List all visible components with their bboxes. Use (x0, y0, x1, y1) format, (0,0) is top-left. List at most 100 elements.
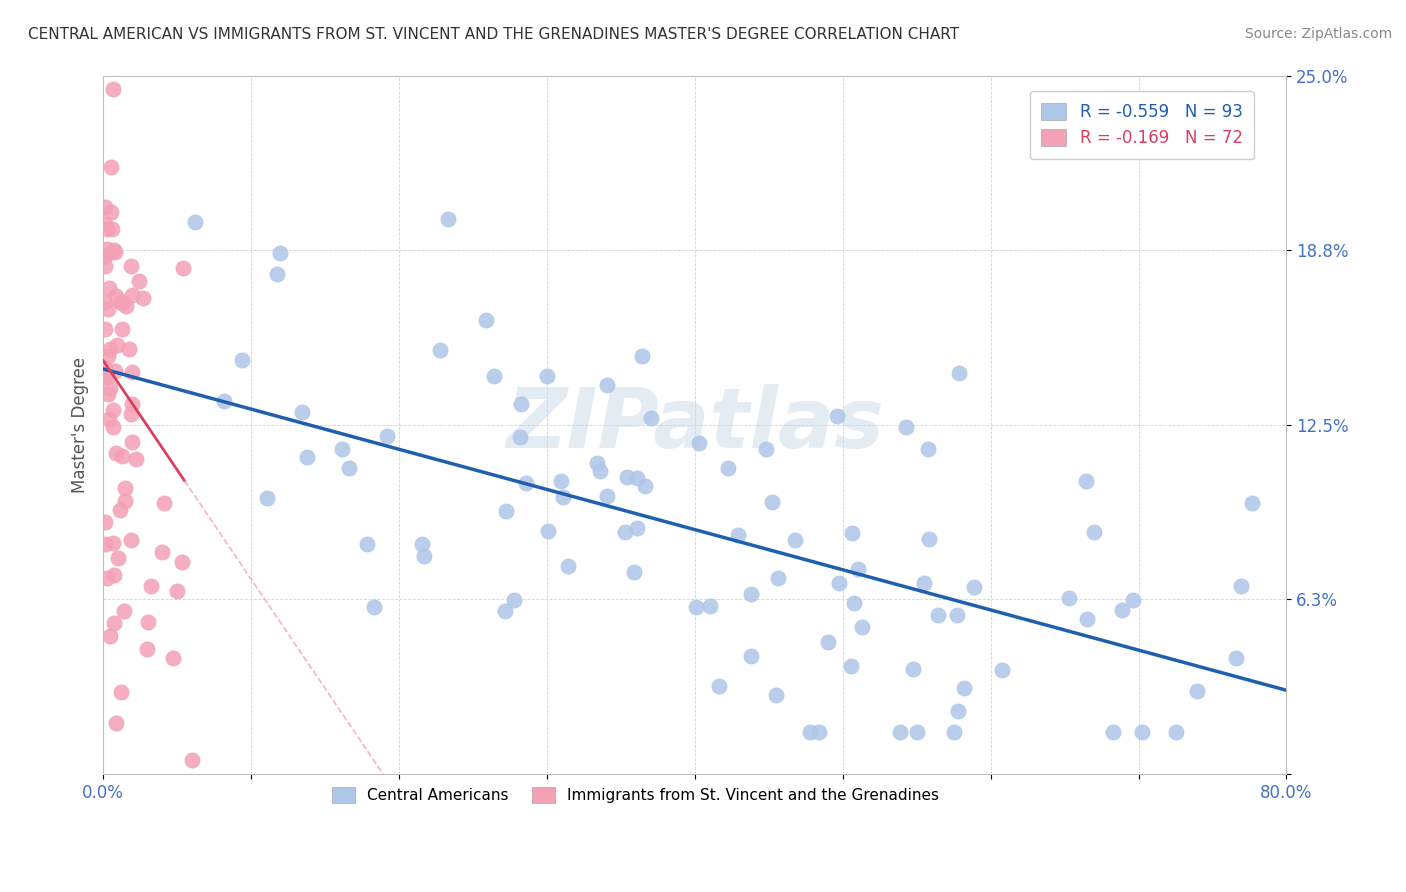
Point (484, 369, 506, 384)
Point (918, 532, 941, 546)
Point (103, 568, 125, 582)
Point (807, 725, 830, 739)
Point (963, 580, 986, 594)
Point (125, 452, 148, 467)
Point (623, 565, 645, 579)
Point (1122, 593, 1144, 607)
Point (948, 704, 970, 718)
Point (537, 524, 560, 538)
Point (551, 490, 574, 504)
Point (586, 456, 609, 470)
Point (817, 634, 839, 648)
Point (1240, 496, 1263, 510)
Point (363, 600, 385, 615)
Point (557, 559, 579, 574)
Point (631, 350, 654, 364)
Point (510, 397, 533, 411)
Point (121, 435, 143, 450)
Legend: Central Americans, Immigrants from St. Vincent and the Grenadines: Central Americans, Immigrants from St. V… (321, 775, 952, 815)
Point (93, 369, 115, 384)
Point (589, 464, 612, 478)
Point (94, 217, 117, 231)
Point (96, 571, 118, 585)
Point (136, 642, 159, 657)
Point (101, 222, 124, 236)
Point (231, 353, 253, 368)
Point (172, 555, 194, 569)
Point (98, 381, 121, 395)
Point (166, 583, 188, 598)
Point (114, 481, 136, 495)
Point (98, 342, 121, 356)
Point (101, 403, 124, 417)
Point (785, 533, 807, 547)
Point (94, 200, 117, 214)
Point (98, 412, 121, 426)
Point (515, 476, 537, 491)
Point (128, 274, 150, 288)
Point (172, 260, 194, 275)
Point (150, 545, 173, 559)
Point (180, 753, 202, 767)
Point (755, 442, 778, 456)
Point (103, 616, 125, 631)
Point (101, 82, 124, 96)
Point (917, 442, 939, 456)
Text: CENTRAL AMERICAN VS IMMIGRANTS FROM ST. VINCENT AND THE GRENADINES MASTER'S DEGR: CENTRAL AMERICAN VS IMMIGRANTS FROM ST. … (28, 27, 959, 42)
Point (707, 679, 730, 693)
Point (105, 337, 128, 351)
Point (121, 365, 143, 379)
Point (1101, 725, 1123, 739)
Point (356, 537, 378, 551)
Point (685, 600, 707, 615)
Point (1059, 591, 1081, 605)
Point (596, 489, 619, 503)
Point (120, 408, 142, 422)
Point (93, 322, 115, 336)
Point (111, 450, 134, 464)
Point (1076, 612, 1098, 626)
Point (139, 579, 162, 593)
Point (626, 471, 648, 485)
Point (104, 716, 127, 731)
Point (1230, 579, 1253, 593)
Point (104, 364, 127, 378)
Point (105, 289, 128, 303)
Point (948, 367, 970, 381)
Point (101, 536, 124, 550)
Point (740, 649, 762, 664)
Point (889, 725, 911, 739)
Point (93, 249, 115, 263)
Point (894, 419, 917, 434)
Point (94, 536, 117, 550)
Point (115, 299, 138, 313)
Point (851, 620, 873, 634)
Point (1074, 474, 1097, 488)
Point (266, 267, 288, 281)
Point (828, 575, 851, 590)
Point (108, 502, 131, 516)
Point (269, 246, 291, 260)
Point (740, 587, 762, 601)
Point (104, 245, 127, 260)
Point (848, 562, 870, 576)
Point (121, 397, 143, 411)
Point (839, 659, 862, 673)
Point (98, 629, 121, 643)
Point (1225, 650, 1247, 665)
Point (1111, 603, 1133, 617)
Point (429, 343, 451, 357)
Point (100, 205, 122, 219)
Point (634, 479, 657, 493)
Point (699, 599, 721, 614)
Point (103, 243, 125, 257)
Point (93, 249, 115, 263)
Point (212, 393, 235, 408)
Point (97, 301, 120, 316)
Point (110, 295, 132, 310)
Point (841, 525, 863, 540)
Point (946, 607, 969, 622)
Point (114, 493, 136, 508)
Point (411, 537, 433, 551)
Point (162, 651, 184, 665)
